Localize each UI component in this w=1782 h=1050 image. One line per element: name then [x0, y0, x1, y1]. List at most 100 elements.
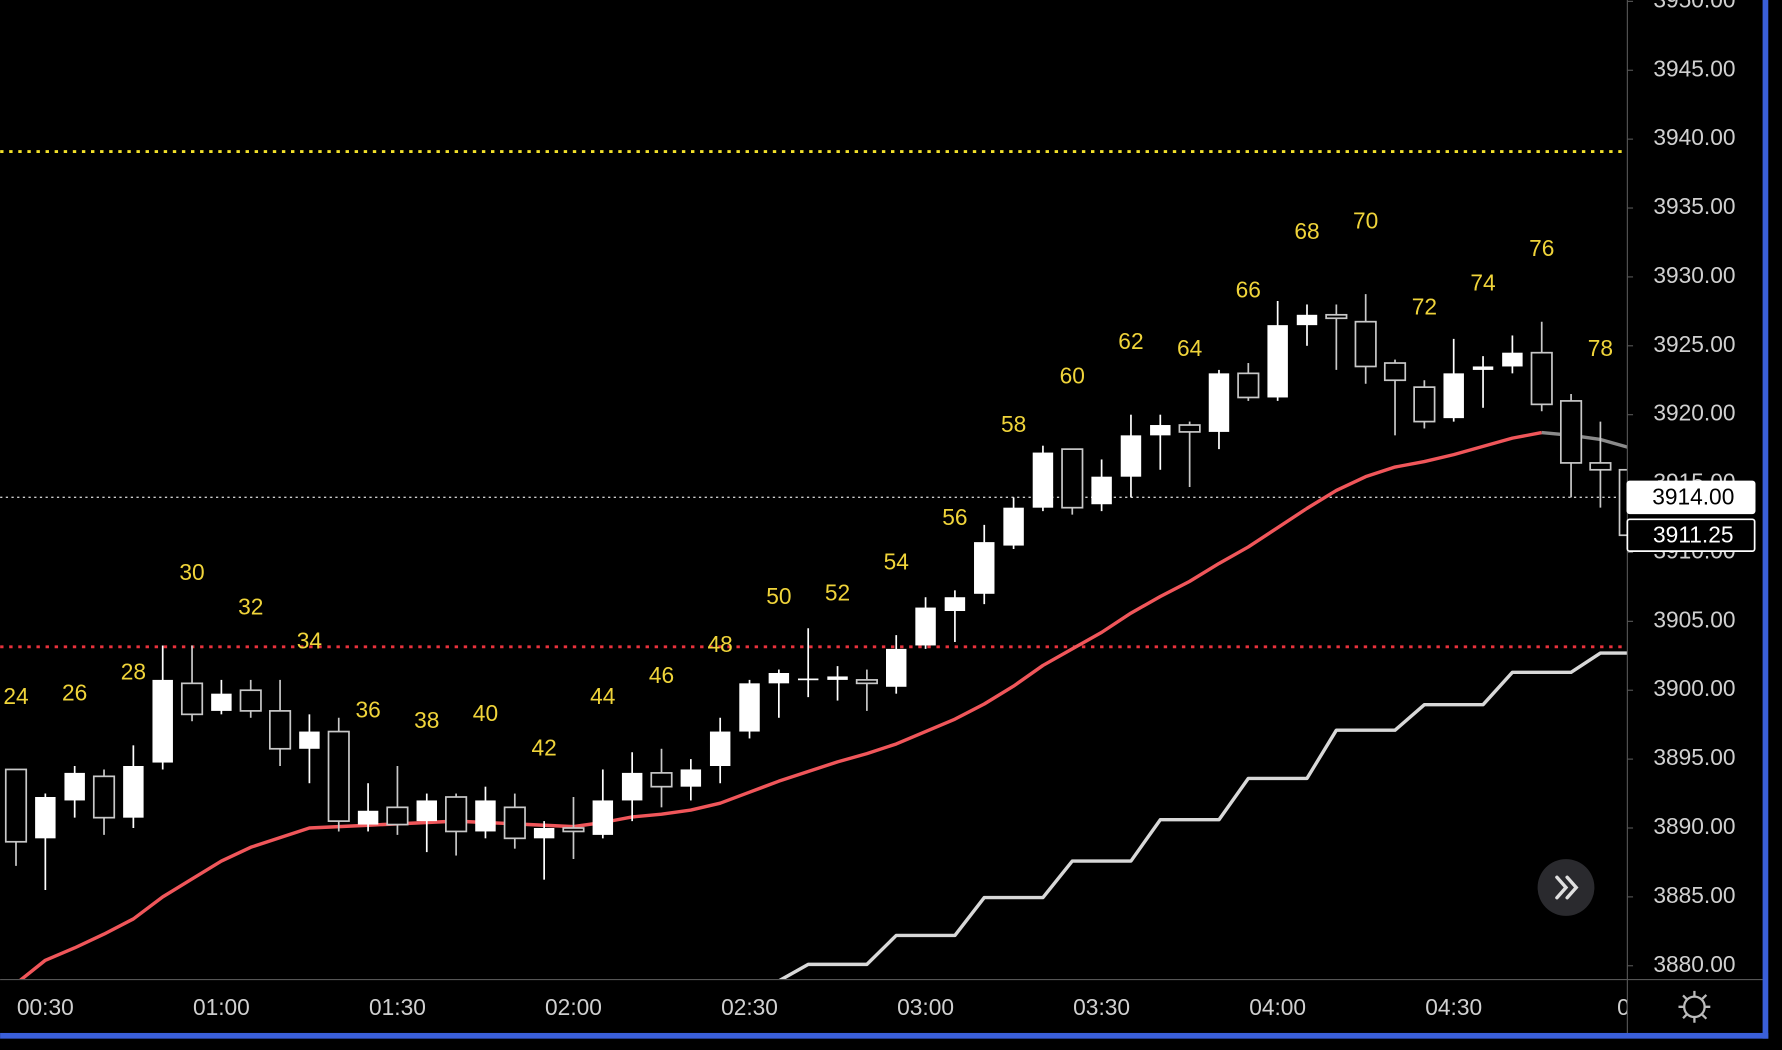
x-tick-label: 03:30: [1073, 994, 1130, 1020]
bar-number: 46: [649, 662, 674, 688]
candle-body: [1208, 373, 1230, 432]
bar-number: 26: [62, 679, 87, 705]
candle-body: [503, 806, 526, 840]
candle-body: [1443, 373, 1464, 419]
bar-number: 50: [766, 583, 791, 609]
candle-body: [1267, 325, 1288, 398]
bar-number: 54: [884, 549, 909, 575]
candle-body: [768, 673, 790, 684]
y-tick-label: 3885.00: [1653, 882, 1735, 908]
candle-body: [1413, 386, 1436, 423]
candle-body: [621, 772, 643, 801]
candle-body: [797, 678, 819, 681]
candle-body: [92, 775, 116, 819]
y-tick-label: 3940.00: [1653, 124, 1735, 150]
candle-body: [123, 766, 144, 818]
candle-body: [533, 827, 555, 839]
bar-number: 32: [238, 593, 263, 619]
bar-number: 72: [1412, 294, 1437, 320]
candle-body: [1472, 366, 1494, 370]
candle-body: [562, 827, 585, 833]
bar-number: 36: [355, 697, 380, 723]
plot-area: 24 26 28 30 32 34 36 38 40 42 44 46 48 50 52 54 56 58 60 62…: [0, 150, 1628, 980]
bar-number: 48: [708, 631, 733, 657]
x-tick-label: 05: [1617, 994, 1642, 1020]
indicator-line: [778, 651, 1628, 980]
candle-body: [1003, 507, 1024, 546]
x-tick-label: 03:00: [897, 994, 954, 1020]
bar-number: 28: [121, 659, 146, 685]
candle-body: [4, 768, 28, 843]
candle-body: [1237, 372, 1260, 399]
candle-body: [1178, 424, 1201, 433]
candle-body: [739, 683, 760, 732]
y-tick-label: 3920.00: [1653, 400, 1735, 426]
x-tick-label: 02:00: [545, 994, 602, 1020]
price-label: 3914.00: [1652, 483, 1734, 509]
y-axis: 3880.00 3885.00 3890.00 3895.00 3900.00 3905.…: [1627, 0, 1735, 977]
candle-body: [327, 730, 350, 822]
candle-body: [357, 810, 379, 825]
bar-number: 62: [1118, 328, 1143, 354]
bar-number: 58: [1001, 411, 1026, 437]
y-tick-label: 3925.00: [1653, 331, 1735, 357]
bar-number: 24: [3, 683, 28, 709]
candle-body: [1530, 351, 1553, 406]
bar-number: 64: [1177, 335, 1202, 361]
bar-number: 66: [1236, 276, 1261, 302]
candle-body: [268, 710, 292, 750]
y-tick-label: 3930.00: [1653, 262, 1735, 288]
price-labels: 3914.00 3911.25: [1626, 480, 1756, 552]
y-tick-label: 3900.00: [1653, 675, 1735, 701]
y-tick-label: 3945.00: [1653, 55, 1735, 81]
x-tick-label: 01:00: [193, 994, 250, 1020]
bar-number: 60: [1060, 363, 1085, 389]
candle-body: [180, 682, 204, 716]
x-tick-label: 04:30: [1425, 994, 1482, 1020]
settings-icon[interactable]: [1678, 990, 1711, 1023]
candle-body: [239, 689, 262, 712]
candle-body: [445, 796, 468, 833]
bar-number: 34: [297, 628, 322, 654]
bar-number: 74: [1470, 270, 1495, 296]
candle-body: [650, 772, 673, 788]
bar-number: 38: [414, 707, 439, 733]
settings-button[interactable]: [1678, 990, 1711, 1023]
price-label: 3911.25: [1653, 521, 1733, 547]
candle-body: [827, 676, 848, 680]
candle-body: [64, 772, 85, 801]
candle-body: [886, 648, 907, 687]
scroll-button[interactable]: [1537, 859, 1595, 916]
y-tick-label: 3890.00: [1653, 813, 1735, 839]
indicator-line: [18, 430, 1543, 980]
candle-body: [1383, 362, 1407, 382]
candle-body: [475, 800, 496, 832]
y-tick-label: 3950.00: [1653, 0, 1735, 12]
frame-border: [1762, 0, 1769, 1039]
bar-number: 42: [531, 735, 556, 761]
candle-body: [1296, 314, 1318, 326]
bar-number: 52: [825, 580, 850, 606]
candle-body: [211, 693, 232, 711]
candle-body: [709, 731, 731, 767]
bar-number: 68: [1294, 218, 1319, 244]
x-tick-label: 04:00: [1249, 994, 1306, 1020]
candle-body: [1502, 352, 1523, 367]
candle-body: [944, 597, 966, 612]
candle-body: [299, 731, 320, 749]
candle-body: [1354, 320, 1377, 368]
candle-body: [592, 800, 614, 835]
candle-body: [1061, 448, 1084, 509]
candle-body: [1120, 435, 1142, 477]
scroll-icon[interactable]: [1555, 875, 1579, 900]
candle-body: [1091, 476, 1112, 505]
bar-number: 76: [1529, 235, 1554, 261]
candle-body: [915, 607, 936, 646]
price-label-box: [1626, 518, 1756, 552]
bar-number: 70: [1353, 208, 1378, 234]
candle-body: [1032, 452, 1054, 508]
price-label-box: [1626, 480, 1756, 515]
frame-border: [0, 1032, 1769, 1039]
